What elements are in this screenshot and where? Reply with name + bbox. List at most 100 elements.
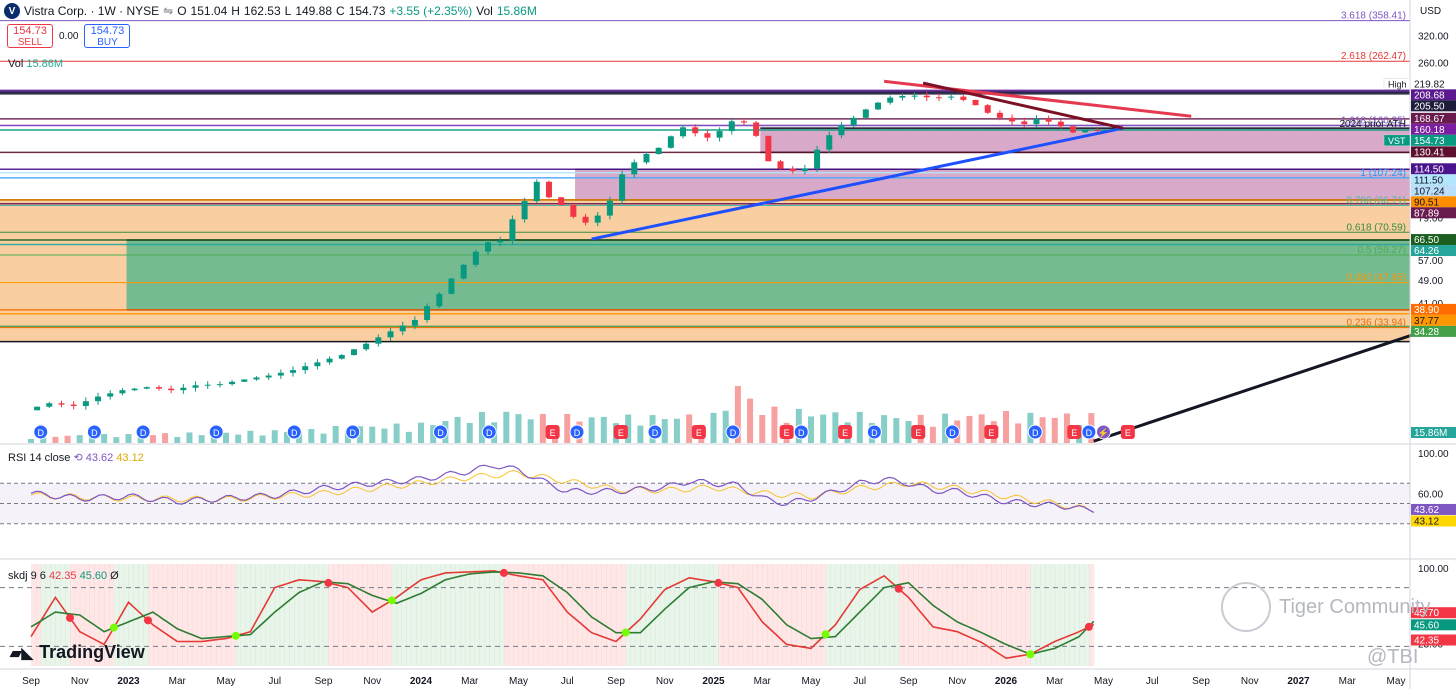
skdj-regime-bg	[377, 564, 383, 666]
skdj-regime-bg	[767, 564, 773, 666]
price-tag-5	[1383, 134, 1411, 147]
time-axis-tick-20: 2026	[995, 676, 1018, 687]
skdj-badge-label-1: 45.60	[1414, 620, 1439, 631]
skdj-regime-bg	[971, 564, 978, 666]
candle-body	[545, 181, 552, 198]
skdj-regime-bg	[230, 564, 237, 666]
dividend-marker-icon	[208, 424, 224, 440]
skdj-regime-bg	[235, 564, 242, 666]
candle-body	[155, 387, 162, 389]
time-axis-tick-15: Mar	[754, 676, 772, 687]
skdj-regime-bg	[991, 564, 997, 666]
volume-header-value: 15.86M	[496, 4, 537, 18]
buy-button[interactable]: 154.73 BUY	[84, 24, 131, 48]
price-badge-label-10: 90.51	[1414, 197, 1439, 208]
candle-body	[82, 401, 89, 406]
rsi-settings-icon[interactable]: ⟲	[73, 452, 83, 464]
skdj-regime-bg	[523, 564, 529, 666]
price-tag-label-5: VST	[1388, 136, 1406, 146]
event-marker-label-2: D	[140, 428, 147, 438]
time-axis-tick-1: Nov	[71, 676, 89, 687]
skdj-regime-bg	[845, 564, 851, 666]
volume-bar	[1039, 417, 1046, 443]
skdj-legend[interactable]: skdj 9 6 42.35 45.60 Ø	[8, 570, 119, 582]
skdj-regime-bg	[659, 564, 666, 666]
skdj-regime-bg	[323, 564, 329, 666]
skdj-cross-marker	[387, 596, 396, 605]
price-badge-11	[1411, 207, 1456, 219]
skdj-regime-bg	[884, 564, 890, 666]
skdj-regime-bg	[596, 564, 602, 666]
rsi-legend[interactable]: RSI 14 close ⟲ 43.62 43.12	[8, 451, 144, 464]
skdj-regime-bg	[947, 564, 953, 666]
skdj-regime-bg	[791, 564, 797, 666]
candle-body	[436, 293, 443, 307]
volume-legend[interactable]: Vol 15.86M	[8, 58, 63, 70]
volume-bar	[832, 412, 839, 443]
candle-body	[1082, 129, 1089, 133]
dividend-marker-icon	[86, 424, 102, 440]
skdj-regime-bg	[664, 564, 671, 666]
volume-bar	[198, 435, 205, 443]
skdj-regime-bg	[274, 564, 281, 666]
rsi-badge-1	[1411, 515, 1456, 527]
price-badge-label-16: 34.28	[1414, 327, 1439, 338]
earnings-marker-icon	[779, 425, 794, 439]
candle-body	[1057, 121, 1064, 127]
volume-bar	[893, 418, 900, 443]
volume-bar	[673, 418, 680, 443]
price-badge-label-17: 15.86M	[1414, 428, 1447, 439]
skdj-regime-bg	[484, 564, 490, 666]
candle-body	[631, 162, 638, 175]
price-badge-label-12: 66.50	[1414, 235, 1439, 246]
time-axis-tick-28: May	[1387, 676, 1406, 687]
time-axis-tick-27: Mar	[1339, 676, 1357, 687]
price-badge-label-4: 160.18	[1414, 125, 1445, 136]
time-axis-tick-6: Sep	[315, 676, 333, 687]
time-axis-tick-16: May	[802, 676, 821, 687]
sell-button[interactable]: 154.73 SELL	[7, 24, 53, 48]
volume-bar	[308, 429, 315, 443]
compare-icon[interactable]: ⇋	[163, 4, 174, 18]
candle-body	[923, 95, 930, 98]
dividend-marker-icon	[481, 424, 497, 440]
skdj-regime-bg	[898, 564, 905, 666]
skdj-regime-bg	[1054, 564, 1061, 666]
skdj-regime-bg	[806, 564, 812, 666]
dividend-marker-icon	[433, 424, 448, 440]
axis-unit: USD	[1420, 6, 1441, 17]
time-axis-tick-4: May	[217, 676, 236, 687]
event-marker-label-11: D	[652, 428, 659, 438]
volume-bar	[978, 414, 985, 443]
skdj-regime-bg	[581, 564, 588, 666]
skdj-regime-bg	[1049, 564, 1056, 666]
time-axis-tick-9: Mar	[461, 676, 479, 687]
skdj-regime-bg	[913, 564, 919, 666]
price-badge-label-6: 130.41	[1414, 147, 1445, 158]
skdj-regime-bg	[406, 564, 412, 666]
skdj-regime-bg	[109, 564, 115, 666]
skdj-regime-bg	[138, 564, 144, 666]
candle-body	[58, 403, 65, 405]
tradingview-logo[interactable]: ▰◣ TradingView	[10, 642, 145, 663]
skdj-k-value: 42.35	[48, 570, 77, 582]
skdj-regime-bg	[162, 564, 168, 666]
skdj-regime-bg	[1015, 564, 1022, 666]
skdj-regime-bg	[650, 564, 656, 666]
earnings-marker-icon	[1067, 425, 1082, 439]
skdj-regime-bg	[684, 564, 690, 666]
candle-body	[960, 96, 967, 100]
fib-label-1: 2.618 (262.47)	[1341, 51, 1406, 62]
symbol-title[interactable]: Vistra Corp. · 1W · NYSE	[24, 4, 160, 18]
volume-bar	[40, 435, 47, 443]
event-marker-label-5: D	[350, 428, 357, 438]
skdj-regime-bg	[221, 564, 227, 666]
skdj-regime-bg	[362, 564, 368, 666]
skdj-regime-bg	[967, 564, 973, 666]
skdj-regime-bg	[625, 564, 632, 666]
candle-body	[277, 372, 284, 376]
time-axis-tick-23: Jul	[1146, 676, 1159, 687]
candle-body	[265, 375, 272, 378]
volume-bar	[1015, 423, 1022, 443]
